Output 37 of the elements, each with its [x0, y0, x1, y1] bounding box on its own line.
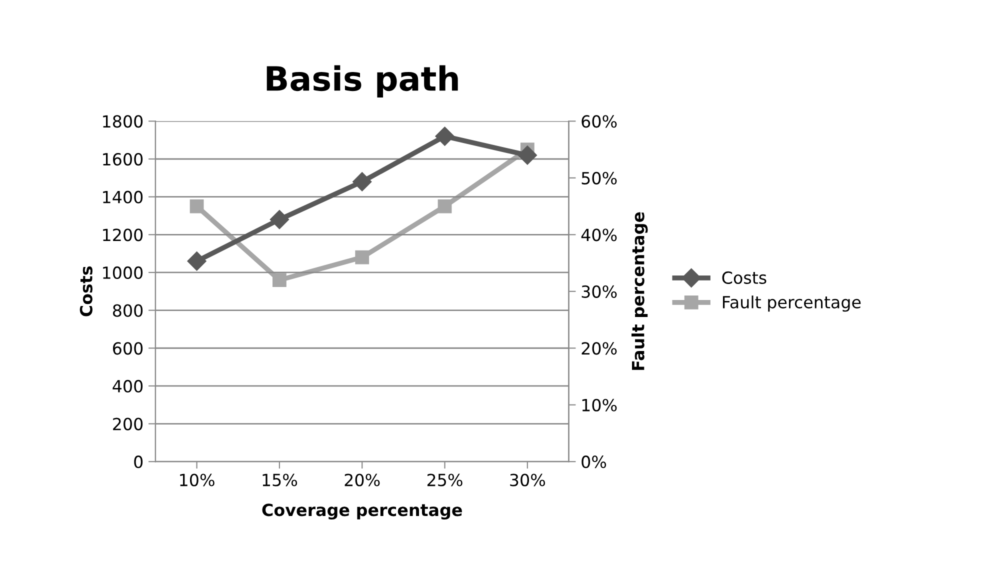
- x-axis-title: Coverage percentage: [262, 504, 462, 520]
- x-tick-label: 30%: [510, 474, 546, 486]
- y2-tick-label: 20%: [582, 342, 617, 355]
- legend-label: Costs: [722, 271, 766, 284]
- chart-title: Basis path: [266, 65, 458, 98]
- y-tick-label: 1400: [103, 190, 143, 204]
- y-tick-label: 600: [113, 342, 143, 355]
- y-tick-label: 0: [134, 456, 143, 468]
- y-tick-label: 400: [112, 380, 143, 393]
- legend-label: Fault percentage: [722, 296, 861, 312]
- point: [518, 146, 537, 165]
- point: [435, 126, 454, 146]
- y2-tick-label: 40%: [581, 228, 617, 242]
- y-tick-label: 200: [113, 418, 143, 430]
- y-axis-title: Costs: [80, 266, 92, 316]
- point: [270, 210, 289, 230]
- y2-axis-title: Fault percentage: [631, 212, 648, 370]
- y2-tick-label: 60%: [582, 115, 617, 128]
- x-tick-label: 20%: [344, 474, 380, 486]
- y-tick-label: 1200: [103, 228, 143, 242]
- y2-tick-label: 0%: [582, 456, 606, 468]
- y-tick-label: 1600: [103, 152, 143, 166]
- y-tick-label: 1000: [103, 266, 143, 280]
- point: [438, 199, 452, 214]
- y2-tick-label: 30%: [582, 285, 617, 298]
- point: [355, 250, 370, 264]
- x-tick-label: 10%: [180, 474, 214, 486]
- y-tick-label: 800: [112, 304, 143, 317]
- y2-tick-label: 50%: [582, 172, 617, 184]
- x-tick-label: 25%: [427, 474, 462, 486]
- point: [352, 172, 372, 192]
- y2-tick-label: 10%: [582, 398, 617, 412]
- point: [190, 199, 204, 214]
- x-tick-label: 15%: [262, 474, 298, 486]
- y-tick-label: 1800: [103, 115, 143, 128]
- point: [187, 252, 206, 271]
- point: [272, 273, 286, 287]
